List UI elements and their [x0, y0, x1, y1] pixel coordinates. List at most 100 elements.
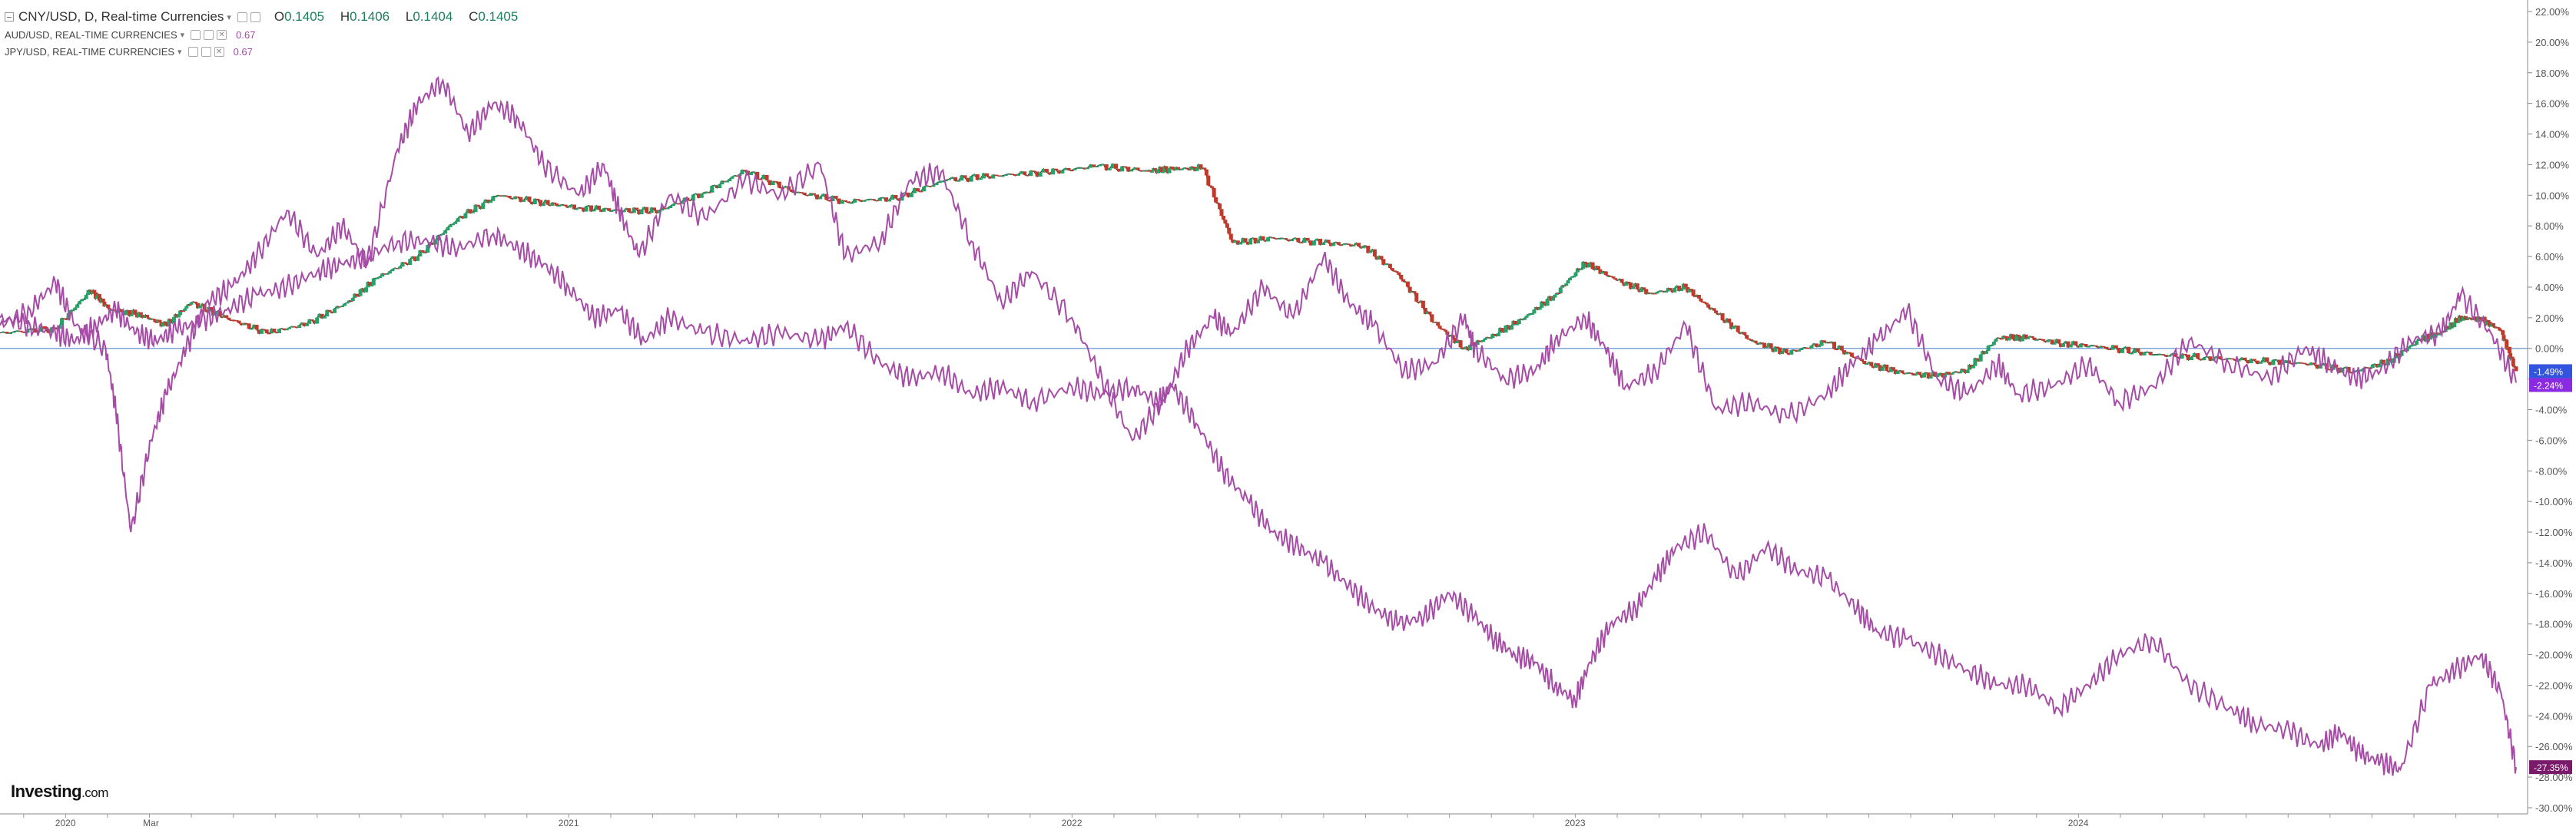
- candle: [519, 197, 523, 202]
- candle: [1915, 372, 1920, 375]
- series-candles-cny[interactable]: [0, 163, 2518, 379]
- candle: [550, 202, 555, 207]
- candle: [1299, 242, 1304, 243]
- candle: [728, 178, 732, 182]
- candle: [1562, 285, 1566, 287]
- candle: [565, 206, 570, 208]
- candle: [1666, 288, 1670, 292]
- candle: [1905, 372, 1909, 375]
- candle: [102, 301, 107, 307]
- candle: [2256, 360, 2259, 364]
- candle: [2081, 343, 2086, 346]
- low-value: 0.1404: [413, 9, 453, 24]
- candle: [2277, 359, 2282, 365]
- candle: [868, 199, 873, 200]
- main-series-title[interactable]: CNY/USD, D, Real-time Currencies: [18, 9, 224, 24]
- remove-overlay-icon[interactable]: ✕: [217, 29, 227, 40]
- candle: [370, 285, 374, 287]
- candle: [473, 204, 478, 213]
- candle: [1386, 263, 1391, 266]
- badge-label-jpy: -27.35%: [2534, 762, 2568, 773]
- overlay-label-aud[interactable]: AUD/USD, REAL-TIME CURRENCIES: [5, 28, 177, 41]
- candle: [1629, 282, 1633, 289]
- candle: [1867, 362, 1871, 364]
- time-tick-label: 2024: [2068, 818, 2089, 828]
- series-line-aud[interactable]: [0, 75, 2517, 533]
- logo-suffix: .com: [81, 785, 108, 800]
- candle: [2032, 337, 2037, 340]
- candle: [2034, 339, 2039, 341]
- hide-overlay-icon[interactable]: [187, 46, 198, 57]
- candle: [1687, 289, 1692, 293]
- candle: [1437, 326, 1442, 329]
- candle: [2208, 356, 2213, 361]
- candle: [2352, 371, 2357, 373]
- candle: [471, 212, 476, 213]
- overlay-legend-aud[interactable]: AUD/USD, REAL-TIME CURRENCIES ▾ ✕ 0.67: [5, 26, 530, 43]
- main-series-legend[interactable]: CNY/USD, D, Real-time Currencies ▾ O0.14…: [5, 8, 530, 26]
- candle: [1174, 167, 1179, 170]
- price-tick-label: 10.00%: [2535, 190, 2570, 201]
- candle: [1664, 291, 1668, 293]
- candle: [1590, 262, 1595, 270]
- candle: [699, 193, 704, 198]
- chevron-down-icon[interactable]: ▾: [177, 47, 182, 57]
- ohlc-values: O0.1405 H0.1406 L0.1404 C0.1405: [274, 9, 530, 25]
- candle: [443, 230, 448, 234]
- overlay-settings-icon[interactable]: [201, 46, 211, 57]
- candle: [705, 192, 709, 193]
- candle: [200, 303, 204, 307]
- candle: [1379, 256, 1384, 260]
- remove-overlay-icon[interactable]: ✕: [214, 46, 224, 57]
- overlay-label-jpy[interactable]: JPY/USD, REAL-TIME CURRENCIES: [5, 45, 175, 58]
- overlay-settings-icon[interactable]: [204, 29, 214, 40]
- candle: [1898, 370, 1902, 372]
- badge-jpy: [2529, 760, 2572, 775]
- price-tick-label: -18.00%: [2535, 619, 2573, 630]
- candle: [189, 302, 194, 305]
- candle: [821, 193, 826, 197]
- plot-background: [0, 0, 2528, 814]
- time-tick-label: 2021: [559, 818, 579, 828]
- candle: [94, 292, 98, 299]
- candle: [1245, 241, 1250, 245]
- candle: [2246, 360, 2250, 363]
- candle: [1490, 334, 1495, 338]
- hide-overlay-icon[interactable]: [191, 29, 201, 40]
- candle: [32, 328, 37, 332]
- candle: [1689, 289, 1694, 290]
- candle: [408, 259, 413, 265]
- chevron-down-icon[interactable]: ▾: [180, 30, 185, 40]
- series-line-jpy[interactable]: [0, 226, 2517, 776]
- candle: [220, 316, 224, 318]
- price-tick-label: 16.00%: [2535, 98, 2570, 110]
- candle: [604, 208, 608, 210]
- collapse-legend-icon[interactable]: [5, 12, 14, 21]
- candle: [1911, 373, 1915, 375]
- candle: [1523, 317, 1527, 320]
- candle: [2322, 363, 2326, 366]
- chevron-down-icon[interactable]: ▾: [227, 12, 231, 22]
- time-axis[interactable]: 2020 Mar 2021 2022 2023 2024: [0, 813, 2528, 828]
- candle: [446, 227, 450, 230]
- candle: [287, 327, 292, 329]
- candle: [2054, 339, 2059, 344]
- candle: [2450, 322, 2454, 324]
- candle: [58, 325, 62, 329]
- candle: [2488, 325, 2493, 327]
- price-axis[interactable]: 22.00% 20.00% 18.00% 16.00% 14.00% 12.00% 10.0…: [2527, 0, 2573, 814]
- candle: [655, 210, 659, 213]
- hide-series-icon[interactable]: [237, 12, 247, 22]
- candle: [2456, 322, 2461, 323]
- candle: [2447, 329, 2452, 330]
- candle: [1862, 361, 1867, 364]
- series-settings-icon[interactable]: [250, 12, 260, 22]
- candle: [378, 276, 382, 278]
- candle: [1716, 312, 1720, 315]
- price-tick-label: 14.00%: [2535, 129, 2570, 141]
- candle: [1076, 167, 1080, 169]
- candle: [2110, 345, 2115, 350]
- candle: [1401, 279, 1406, 282]
- overlay-legend-jpy[interactable]: JPY/USD, REAL-TIME CURRENCIES ▾ ✕ 0.67: [5, 43, 530, 60]
